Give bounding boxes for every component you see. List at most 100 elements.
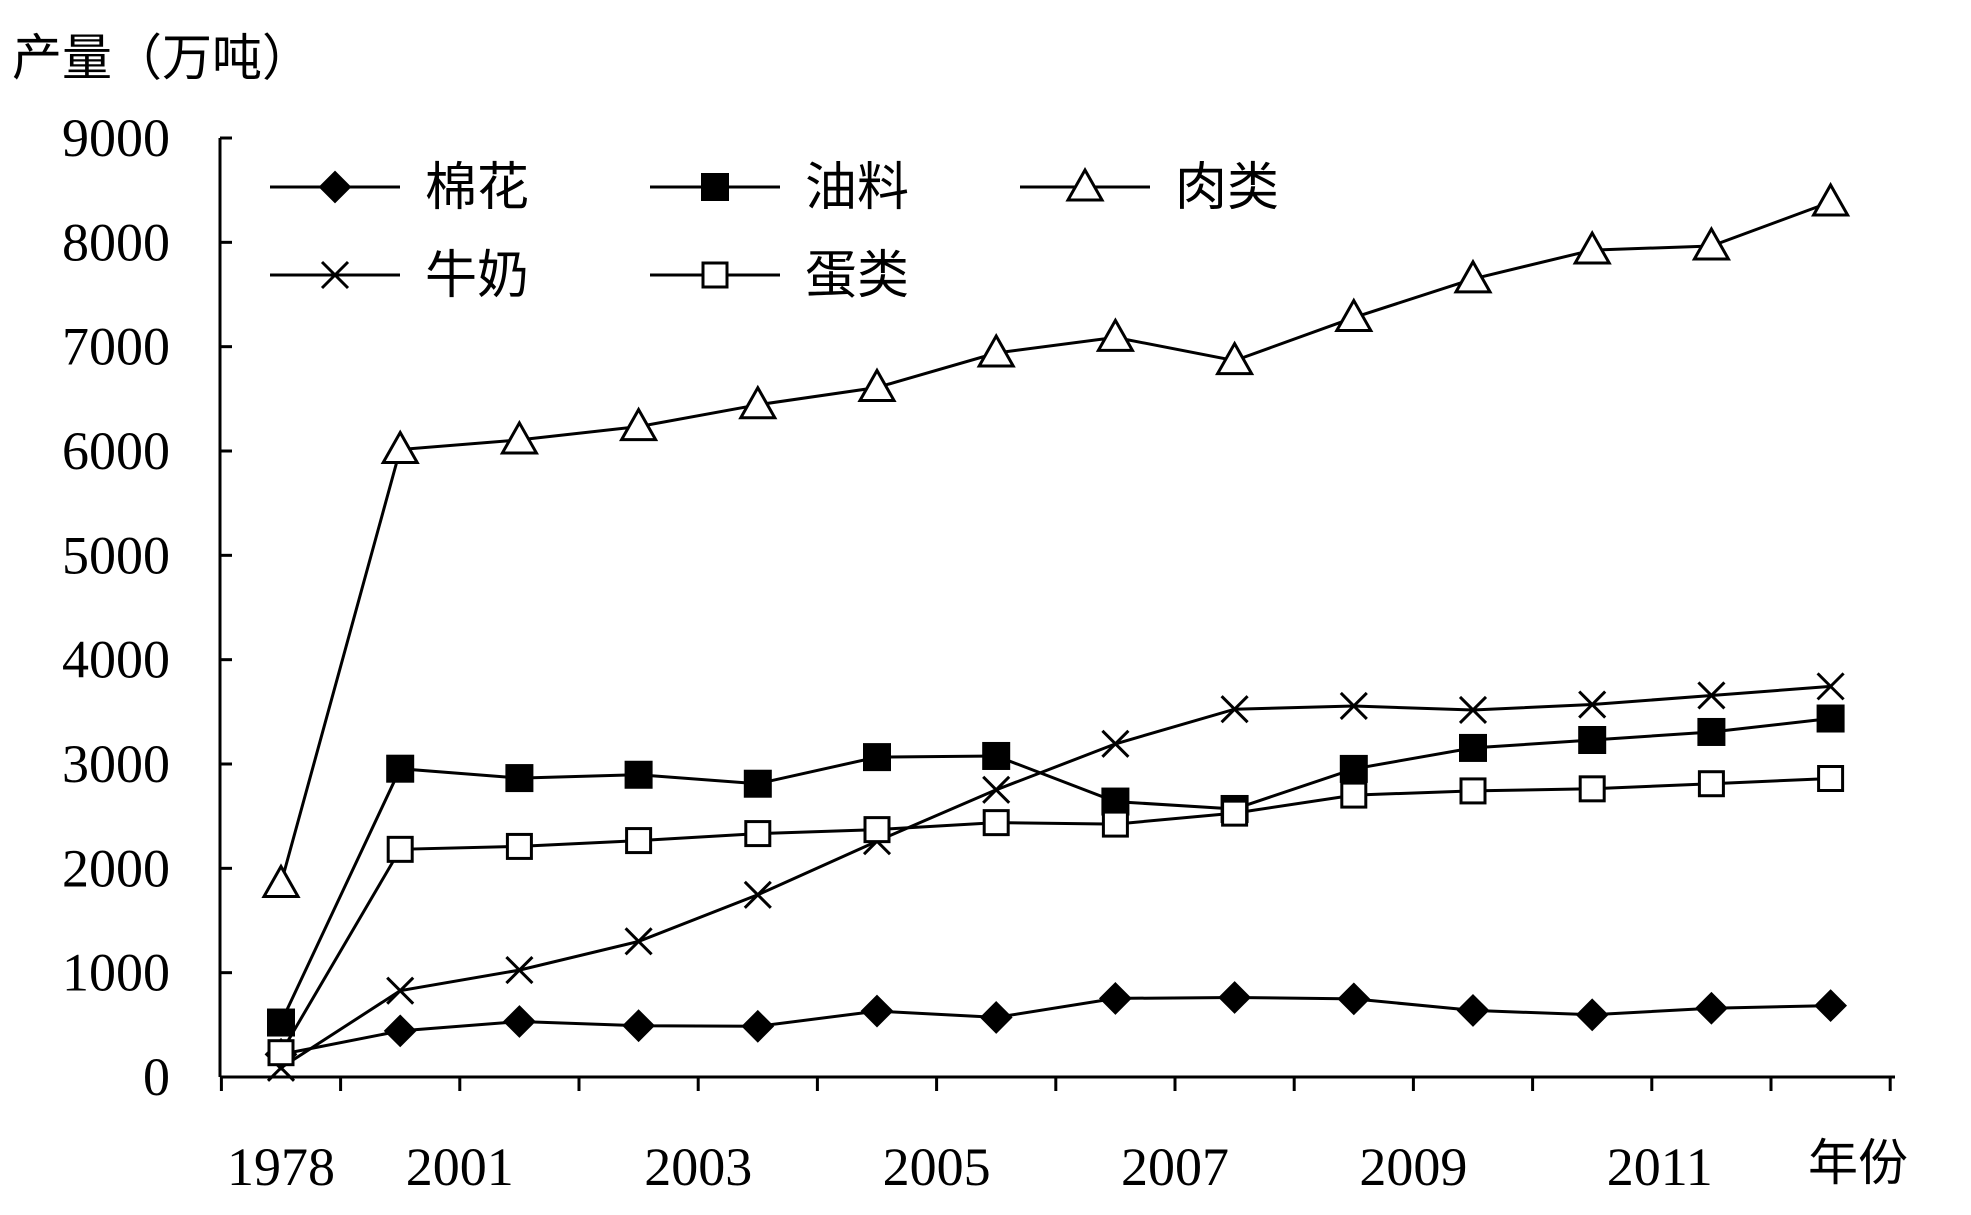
x-tick-label: 2011 [1607, 1137, 1713, 1197]
filled-square-marker [701, 173, 729, 201]
series-line [279, 200, 1832, 884]
legend-item: 蛋类 [650, 246, 909, 306]
filled-square-marker [505, 764, 534, 793]
filled-square-marker [267, 1008, 295, 1037]
legend-label: 蛋类 [805, 246, 909, 306]
cross-marker-stroke [1458, 695, 1488, 725]
cross-marker-stroke [386, 976, 415, 1005]
legend-item: 肉类 [1020, 158, 1279, 218]
triangle-marker [857, 367, 897, 402]
cross-marker-stroke [1578, 690, 1607, 719]
diamond-marker [383, 1014, 417, 1048]
cross-marker-stroke [1101, 729, 1130, 758]
legend-label: 牛奶 [425, 246, 529, 306]
open-square-marker [267, 1039, 295, 1067]
open-square-marker [1340, 781, 1368, 809]
open-square-marker [386, 835, 414, 863]
open-square-marker [744, 820, 772, 848]
triangle-marker [1065, 166, 1105, 202]
open-square-marker [1101, 810, 1129, 838]
open-square-marker [701, 261, 729, 289]
diamond-marker [1098, 982, 1132, 1015]
y-tick-label: 0 [143, 1047, 170, 1107]
diamond-marker [860, 994, 894, 1028]
series-markers-group [266, 672, 1845, 1082]
diamond-marker [622, 1009, 656, 1043]
open-square-marker [982, 809, 1010, 837]
open-square-marker [1697, 770, 1725, 798]
triangle-marker [1453, 258, 1493, 294]
y-tick-label: 8000 [62, 212, 170, 272]
cross-marker-stroke [743, 880, 772, 909]
filled-square-marker [386, 754, 415, 783]
filled-square-marker [1697, 717, 1726, 746]
legend-label: 棉花 [425, 158, 529, 218]
y-tick-label: 3000 [62, 734, 170, 794]
y-tick-label: 4000 [62, 630, 170, 690]
y-tick-label: 2000 [62, 838, 170, 898]
triangle-marker [380, 429, 420, 465]
series-line [280, 995, 1831, 1056]
diamond-marker [1694, 991, 1728, 1025]
x-tick-label: 2003 [644, 1137, 752, 1197]
cross-marker-stroke [1697, 681, 1726, 710]
series-markers-group [264, 981, 1848, 1071]
diamond-marker [1218, 981, 1252, 1014]
series-markers-group [267, 765, 1845, 1067]
filled-square-marker [624, 760, 653, 789]
y-axis-title: 产量（万吨） [12, 29, 312, 87]
open-square-marker [1817, 765, 1845, 793]
open-square-marker [1221, 799, 1249, 827]
cross-marker-stroke [624, 927, 653, 956]
series-line [280, 684, 1831, 1070]
x-ticks: 1978 2001 2003 2005 2007 2009 2011 [219, 1077, 1892, 1197]
open-square-marker [1578, 775, 1606, 803]
diamond-marker [318, 170, 352, 204]
x-tick-label: 1978 [227, 1137, 335, 1197]
y-tick-label: 5000 [62, 525, 170, 585]
diamond-marker [741, 1009, 775, 1043]
axes [218, 138, 1895, 1079]
diamond-marker [1337, 982, 1371, 1016]
series-markers-group [267, 704, 1845, 1037]
cross-marker-stroke [1220, 695, 1249, 724]
triangle-marker [1334, 297, 1374, 333]
series-line [279, 717, 1831, 1024]
filled-square-marker [743, 769, 772, 798]
diamond-marker [502, 1005, 536, 1038]
series-markers [261, 181, 1851, 1082]
open-square-marker [863, 816, 891, 844]
legend-label: 肉类 [1175, 158, 1279, 218]
triangle-marker [1691, 225, 1731, 261]
triangle-marker [1215, 340, 1255, 376]
triangle-marker [1572, 230, 1612, 265]
legend-item: 牛奶 [270, 246, 529, 306]
x-tick-label: 2001 [406, 1137, 514, 1197]
cross-marker-stroke [505, 955, 534, 985]
cross-marker-stroke [320, 260, 350, 290]
legend-label: 油料 [805, 158, 909, 218]
filled-square-marker [863, 743, 891, 772]
y-tick-label: 6000 [62, 421, 170, 481]
cross-marker-stroke [1339, 691, 1368, 721]
x-tick-label: 2005 [883, 1137, 991, 1197]
diamond-marker [979, 1001, 1013, 1034]
y-tick-label: 9000 [62, 108, 170, 168]
diamond-marker [1456, 994, 1490, 1027]
triangle-marker [1095, 317, 1135, 352]
cross-marker-stroke [1816, 672, 1845, 701]
series-line [279, 777, 1831, 1054]
y-tick-label: 1000 [62, 943, 170, 1003]
series-lines [279, 200, 1832, 1070]
triangle-marker [261, 863, 301, 898]
open-square-marker [505, 832, 533, 860]
filled-square-marker [1459, 733, 1487, 762]
filled-square-marker [1816, 704, 1845, 733]
x-tick-label: 2007 [1121, 1137, 1229, 1197]
triangle-marker [976, 332, 1016, 368]
cross-marker-stroke [982, 775, 1011, 804]
legend-item: 油料 [650, 158, 909, 218]
open-square-marker [1459, 777, 1487, 805]
